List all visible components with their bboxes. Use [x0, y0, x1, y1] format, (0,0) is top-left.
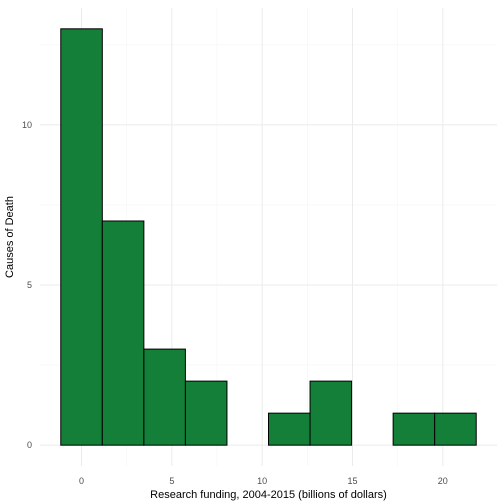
- histogram-bar: [60, 28, 103, 446]
- x-tick-label: 0: [79, 476, 84, 486]
- x-tick-label: 10: [257, 476, 267, 486]
- x-tick-label: 5: [169, 476, 174, 486]
- histogram-bar: [309, 380, 353, 446]
- x-tick-labels: 0 5 10 15 20: [79, 476, 448, 486]
- x-tick-label: 15: [347, 476, 357, 486]
- histogram-bar: [101, 220, 145, 446]
- y-axis-title: Causes of Death: [4, 196, 16, 278]
- histogram-bar: [434, 412, 477, 446]
- y-tick-labels: 0 5 10: [22, 120, 32, 450]
- x-axis-title: Research funding, 2004-2015 (billions of…: [150, 489, 387, 501]
- x-tick-label: 20: [438, 476, 448, 486]
- y-tick-label: 0: [27, 440, 32, 450]
- histogram-bar: [184, 380, 228, 446]
- y-tick-label: 10: [22, 120, 32, 130]
- histogram-bar: [143, 348, 186, 446]
- y-tick-label: 5: [27, 280, 32, 290]
- histogram-bar: [268, 412, 311, 446]
- histogram-bar: [392, 412, 436, 446]
- histogram-bars: [60, 28, 477, 446]
